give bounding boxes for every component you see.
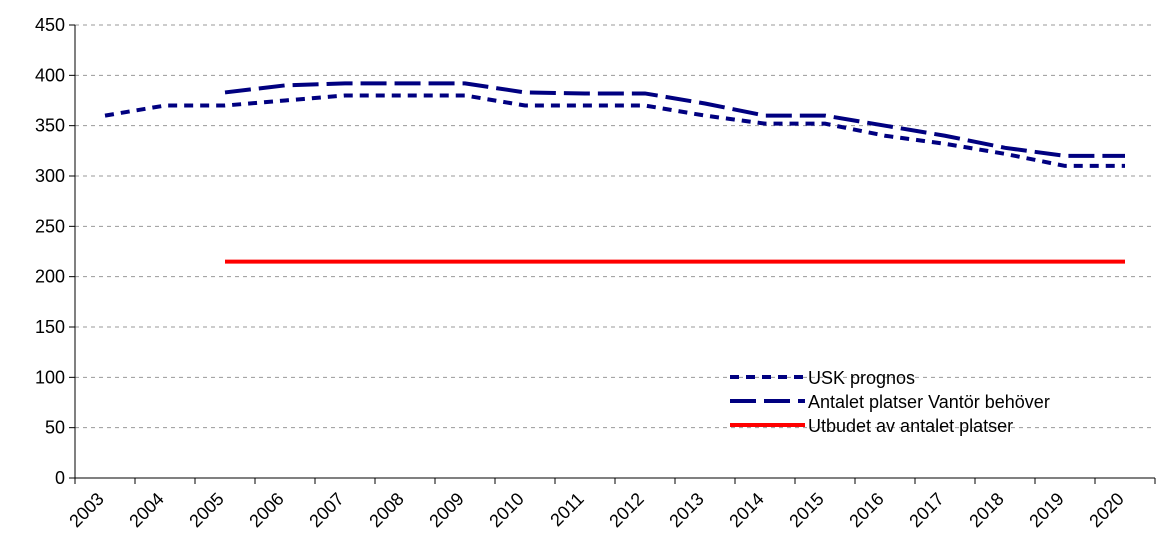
legend-label: Utbudet av antalet platser <box>808 416 1013 436</box>
x-tick-label: 2011 <box>546 489 588 531</box>
x-tick-label: 2003 <box>65 489 107 531</box>
x-tick-label: 2012 <box>605 489 647 531</box>
x-tick-label: 2005 <box>185 489 227 531</box>
series-line <box>104 93 1125 168</box>
y-tick-label: 450 <box>35 15 65 35</box>
x-tick-label: 2009 <box>425 489 467 531</box>
legend-label: Antalet platser Vantör behöver <box>808 392 1050 412</box>
x-tick-label: 2008 <box>365 489 407 531</box>
x-tick-label: 2018 <box>965 489 1007 531</box>
x-tick-label: 2016 <box>845 489 887 531</box>
y-tick-label: 150 <box>35 317 65 337</box>
y-tick-label: 400 <box>35 65 65 85</box>
x-tick-label: 2015 <box>785 489 827 531</box>
y-tick-label: 300 <box>35 166 65 186</box>
legend-label: USK prognos <box>808 368 915 388</box>
y-tick-label: 100 <box>35 367 65 387</box>
x-tick-label: 2014 <box>725 489 767 531</box>
y-tick-label: 250 <box>35 216 65 236</box>
x-tick-label: 2010 <box>485 489 527 531</box>
x-tick-label: 2004 <box>125 489 167 531</box>
y-tick-label: 200 <box>35 267 65 287</box>
x-tick-label: 2006 <box>245 489 287 531</box>
y-tick-label: 350 <box>35 116 65 136</box>
y-tick-label: 0 <box>55 468 65 488</box>
x-tick-label: 2013 <box>665 489 707 531</box>
x-tick-label: 2020 <box>1085 489 1127 531</box>
x-tick-label: 2017 <box>905 489 947 531</box>
x-tick-label: 2007 <box>305 489 347 531</box>
series-line <box>224 81 1125 158</box>
y-tick-label: 50 <box>45 418 65 438</box>
x-tick-label: 2019 <box>1025 489 1067 531</box>
